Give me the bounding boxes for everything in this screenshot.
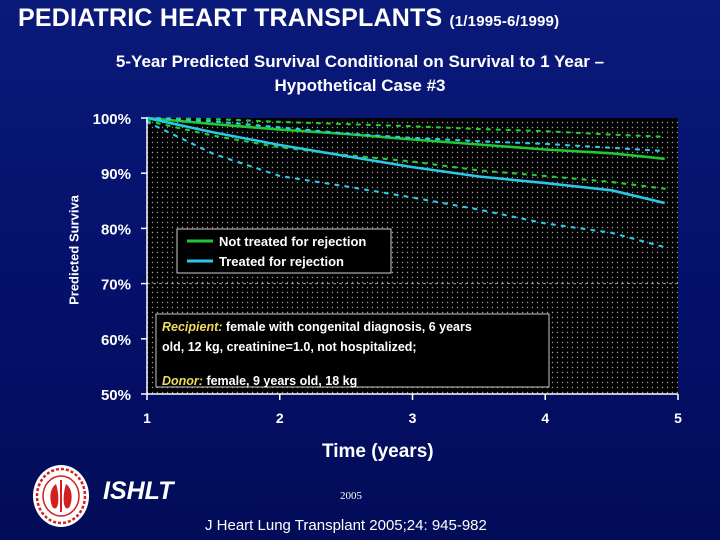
series-2-ci-upper — [145, 116, 666, 153]
citation-text: J Heart Lung Transplant 2005;24: 945-982 — [205, 517, 487, 534]
y-tick-label: 60% — [101, 332, 131, 349]
y-tick-label: 90% — [101, 166, 131, 183]
publication-year: 2005 — [340, 490, 362, 502]
legend-label: Not treated for rejection — [219, 234, 366, 249]
series-2-line — [146, 116, 666, 205]
x-tick-label: 1 — [143, 410, 151, 426]
x-axis-label: Time (years) — [322, 441, 434, 462]
annotation-donor-line: Donor: female, 9 years old, 18 kg — [162, 374, 357, 388]
legend-box — [176, 228, 392, 274]
x-tick-label: 4 — [541, 410, 549, 426]
y-tick-label: 80% — [101, 221, 131, 238]
y-tick-label: 70% — [101, 277, 131, 294]
page-title: PEDIATRIC HEART TRANSPLANTS (1/1995-6/19… — [18, 4, 559, 33]
annotation-recipient-line-1: Recipient: female with congenital diagno… — [162, 320, 472, 334]
x-tick-label: 2 — [276, 410, 284, 426]
title-date-range: (1/1995-6/1999) — [449, 13, 560, 30]
y-tick-label: 100% — [93, 111, 131, 128]
series-1-line — [146, 116, 665, 161]
x-tick-label: 3 — [409, 410, 417, 426]
annotation-recipient-line-2: old, 12 kg, creatinine=1.0, not hospital… — [162, 340, 417, 354]
title-text: PEDIATRIC HEART TRANSPLANTS — [18, 4, 443, 32]
subtitle-line-1: 5-Year Predicted Survival Conditional on… — [115, 52, 605, 71]
x-tick-label: 5 — [674, 410, 682, 426]
organization-label: ISHLT — [103, 477, 174, 505]
series-1-ci-upper — [145, 116, 666, 138]
series-1-ci-lower — [145, 119, 666, 190]
subtitle-line-2: Hypothetical Case #3 — [274, 76, 446, 95]
legend-label: Treated for rejection — [219, 254, 344, 269]
y-tick-label: 50% — [101, 387, 131, 404]
ishlt-seal-icon — [33, 465, 89, 527]
chart-subtitle: 5-Year Predicted Survival Conditional on… — [0, 50, 720, 98]
annotation-box — [155, 313, 550, 388]
